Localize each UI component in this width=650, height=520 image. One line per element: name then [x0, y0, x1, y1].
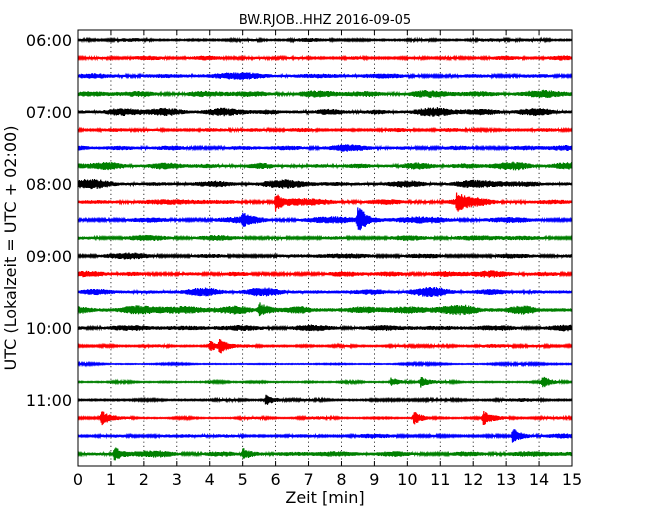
- x-tick-label: 3: [172, 470, 182, 489]
- trace-0900: [77, 252, 573, 260]
- trace-0645: [77, 89, 573, 99]
- trace-0945: [77, 302, 573, 317]
- x-tick-label: 2: [139, 470, 149, 489]
- trace-0600: [77, 36, 573, 44]
- trace-layer: [77, 36, 573, 461]
- trace-1015: [77, 338, 573, 354]
- trace-0630: [77, 72, 573, 80]
- trace-0745: [77, 161, 573, 171]
- y-axis-ticks: 06:00 07:00 08:00 09:00 10:00 11:00: [26, 31, 572, 410]
- x-tick-label: 5: [238, 470, 248, 489]
- x-tick-label: 11: [430, 470, 450, 489]
- x-tick-label: 10: [397, 470, 417, 489]
- x-tick-label: 14: [529, 470, 549, 489]
- x-tick-label: 9: [369, 470, 379, 489]
- trace-0800: [77, 178, 573, 190]
- trace-1145: [77, 447, 573, 461]
- x-tick-label: 0: [73, 470, 83, 489]
- trace-0845: [77, 234, 573, 242]
- x-tick-label: 15: [562, 470, 582, 489]
- trace-0615: [77, 54, 573, 62]
- x-tick-label: 1: [106, 470, 116, 489]
- y-axis-label: UTC (Lokalzeit = UTC + 02:00): [1, 126, 20, 371]
- x-tick-label: 12: [463, 470, 483, 489]
- plot-frame: [77, 29, 573, 467]
- trace-0915: [77, 270, 573, 278]
- trace-1130: [77, 429, 573, 443]
- x-tick-label: 8: [336, 470, 346, 489]
- trace-0815: [77, 192, 573, 212]
- y-tick-label: 07:00: [26, 103, 72, 122]
- y-tick-label: 08:00: [26, 175, 72, 194]
- trace-0730: [77, 144, 573, 152]
- x-tick-label: 13: [496, 470, 516, 489]
- x-tick-label: 7: [303, 470, 313, 489]
- x-axis-label: Zeit [min]: [285, 488, 364, 507]
- trace-0700: [77, 107, 573, 117]
- trace-1030: [77, 360, 573, 368]
- x-tick-label: 6: [271, 470, 281, 489]
- trace-0930: [77, 287, 573, 298]
- y-tick-label: 11:00: [26, 391, 72, 410]
- trace-1000: [77, 324, 573, 332]
- chart-title: BW.RJOB..HHZ 2016-09-05: [239, 13, 411, 28]
- trace-1100: [77, 394, 573, 405]
- x-axis-ticks: 0 1 2 3 4 5 6 7 8 9 10 11 12 13 14 15: [73, 30, 582, 489]
- trace-0830: [77, 207, 573, 231]
- y-tick-label: 06:00: [26, 31, 72, 50]
- trace-0715: [77, 126, 573, 134]
- y-tick-label: 10:00: [26, 319, 72, 338]
- y-tick-label: 09:00: [26, 247, 72, 266]
- trace-1045: [77, 376, 573, 388]
- x-tick-label: 4: [205, 470, 215, 489]
- trace-1115: [77, 410, 573, 426]
